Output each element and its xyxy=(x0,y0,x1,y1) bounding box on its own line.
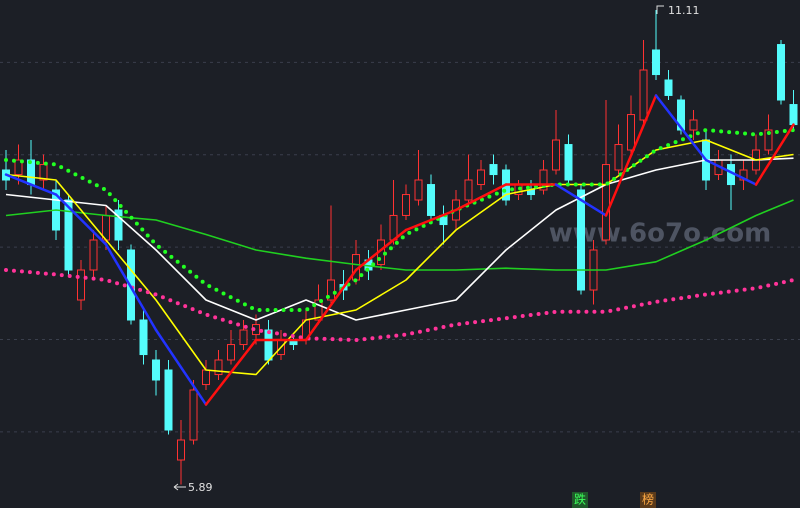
candle-body xyxy=(214,359,223,376)
candle-body xyxy=(539,169,548,191)
candle-body xyxy=(777,44,785,101)
tag-box xyxy=(640,492,656,508)
candle-body xyxy=(564,144,573,181)
candle-body xyxy=(639,69,648,121)
trend-segment xyxy=(4,173,58,196)
candle-body xyxy=(139,319,148,356)
candle-body xyxy=(577,189,585,291)
candle-body xyxy=(77,269,85,301)
candle-body xyxy=(652,49,660,76)
candle-body xyxy=(614,144,623,171)
candle-body xyxy=(264,329,273,361)
candle-body xyxy=(677,99,685,131)
trend-segment xyxy=(54,193,108,246)
candle-body xyxy=(89,239,98,271)
candle-body xyxy=(789,104,798,126)
candle-body xyxy=(414,179,423,201)
trend-segment xyxy=(304,268,358,342)
candle-body xyxy=(489,164,498,176)
low-label: 5.89 xyxy=(188,481,213,494)
candle-body xyxy=(427,184,435,216)
line xyxy=(5,157,794,321)
trend-segment xyxy=(754,123,795,186)
trend-segment xyxy=(404,208,458,232)
candle-body xyxy=(602,164,610,241)
candle-body xyxy=(464,179,473,201)
trend-segment xyxy=(104,243,158,332)
candle-body xyxy=(202,369,210,386)
candle-body xyxy=(389,214,398,241)
candle-body xyxy=(114,209,123,241)
watermark: www.6o7o.com xyxy=(549,219,771,249)
candle-body xyxy=(402,194,410,216)
high-label: 11.11 xyxy=(668,4,700,17)
candle-body xyxy=(64,199,73,271)
candle-body xyxy=(152,359,160,381)
candle-body xyxy=(764,129,773,151)
high-marker xyxy=(656,5,664,14)
candle-body xyxy=(327,279,335,301)
trend-segment xyxy=(554,183,608,217)
candle-body xyxy=(239,329,248,346)
candle-body xyxy=(477,169,485,186)
grid xyxy=(0,61,800,433)
dotted-line xyxy=(4,268,796,342)
trend-segment xyxy=(654,94,708,162)
trend-segment xyxy=(454,183,508,212)
candle-body xyxy=(189,389,198,441)
trend-segment xyxy=(354,228,408,272)
trend-segment xyxy=(204,338,258,406)
candle-body xyxy=(627,114,635,151)
candle-body xyxy=(314,299,323,321)
tag-list: 榜 xyxy=(642,492,654,507)
candle-body xyxy=(552,139,560,171)
candle-body xyxy=(664,79,673,96)
line xyxy=(5,199,794,271)
candle-body xyxy=(14,159,23,176)
tag-box xyxy=(572,492,588,508)
candle-body xyxy=(739,169,748,181)
candle-body xyxy=(689,119,698,131)
candle-body xyxy=(227,344,235,361)
trend-segment xyxy=(154,328,208,406)
low-marker xyxy=(173,483,186,491)
tag-fall: 跌 xyxy=(574,492,586,507)
trend-segment xyxy=(604,94,658,217)
trend-segment xyxy=(704,158,758,186)
line xyxy=(5,139,794,376)
candle-body xyxy=(177,439,185,461)
candle-body xyxy=(39,164,48,181)
candle-body xyxy=(164,369,173,431)
plot xyxy=(2,10,798,485)
